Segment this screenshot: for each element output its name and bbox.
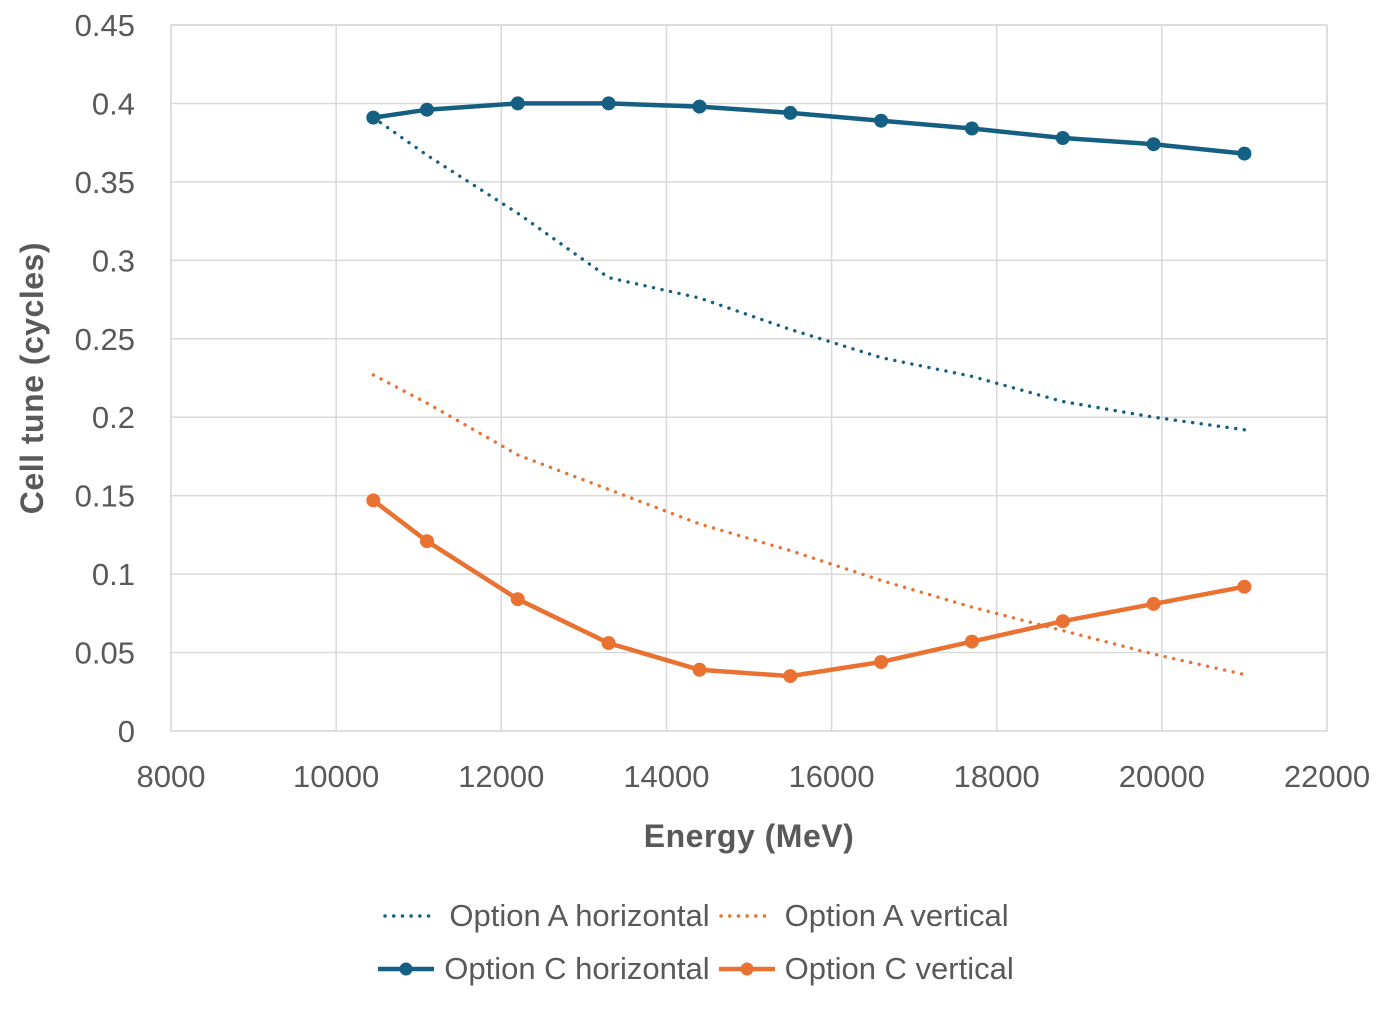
solid-line-marker-swatch-icon [378,962,435,976]
legend-item-option-c-vertical: Option C vertical [718,951,1014,987]
series-option-c-horizontal-marker [510,96,525,111]
legend-label: Option C vertical [784,951,1014,986]
x-tick-label: 16000 [788,759,874,794]
series-option-c-vertical-line [371,498,1247,679]
series-option-c-horizontal-marker [1146,137,1161,152]
legend-item-option-a-vertical: Option A vertical [718,898,1009,934]
x-tick-label: 12000 [458,759,544,794]
legend: Option A horizontal Option A vertical Op… [0,898,1391,987]
series-option-c-horizontal-marker [601,96,616,111]
solid-line-marker-swatch-icon [718,962,775,976]
plot-border [170,24,1328,732]
series-option-c-vertical-marker [1055,614,1070,629]
y-tick-label: 0.2 [92,400,135,435]
series-option-c-horizontal-marker [366,110,381,125]
series-option-c-vertical-marker [420,534,434,549]
legend-label: Option A vertical [784,898,1009,933]
series-option-c-horizontal-marker [964,121,979,136]
series-option-c-vertical-marker [1237,579,1252,594]
series-option-c-vertical-marker [1146,596,1161,611]
series-option-c-vertical-marker [783,669,798,684]
series-option-c-vertical-marker [510,592,525,607]
legend-label: Option C horizontal [444,951,710,986]
x-tick-label: 8000 [137,759,206,794]
x-tick-label: 22000 [1284,759,1370,794]
series-option-c-horizontal-marker [1055,131,1070,145]
legend-row-1: Option A horizontal Option A vertical [382,898,1009,934]
x-tick-label: 20000 [1119,759,1205,794]
series-option-c-vertical-marker [964,634,979,649]
dotted-line-swatch-icon [718,914,775,918]
series-option-c-vertical-marker [692,662,707,677]
y-tick-label: 0.35 [75,165,135,200]
x-tick-label: 18000 [954,759,1040,794]
y-tick-label: 0.45 [75,8,135,43]
legend-label: Option A horizontal [449,898,710,933]
series-option-c-horizontal-marker [783,105,798,120]
y-tick-label: 0.15 [75,479,135,514]
series-option-c-vertical-marker [601,636,616,651]
series-option-a-vertical-line [371,373,1247,677]
plot-area: 8000 10000 12000 14000 16000 18000 20000 22000 0… [75,8,1370,794]
series-option-c-vertical-marker [874,655,889,669]
dotted-line-swatch-icon [383,914,440,918]
legend-item-option-c-horizontal: Option C horizontal [377,951,710,987]
series-option-c-horizontal-marker [420,102,434,117]
y-tick-label: 0 [118,714,135,749]
y-axis-title-box: Cell tune (cycles) [6,25,58,731]
x-tick-label: 14000 [623,759,709,794]
series-option-c-horizontal-marker [692,99,707,114]
y-tick-label: 0.05 [75,636,135,671]
legend-row-2: Option C horizontal Option C vertical [377,951,1014,987]
x-axis-title: Energy (MeV) [643,818,855,854]
series-option-c-horizontal-line [371,101,1247,156]
y-tick-label: 0.25 [75,322,135,357]
series-option-c-vertical-marker [366,493,381,508]
y-tick-label: 0.3 [92,243,135,278]
series-option-c-horizontal-marker [1237,146,1252,161]
x-tick-label: 10000 [293,759,379,794]
y-tick-label: 0.1 [92,557,135,592]
y-tick-label: 0.4 [92,86,135,121]
legend-item-option-a-horizontal: Option A horizontal [382,898,710,934]
series-option-a-horizontal-line [371,115,1247,432]
series-option-c-horizontal-marker [874,113,889,128]
y-axis-title: Cell tune (cycles) [13,241,50,515]
